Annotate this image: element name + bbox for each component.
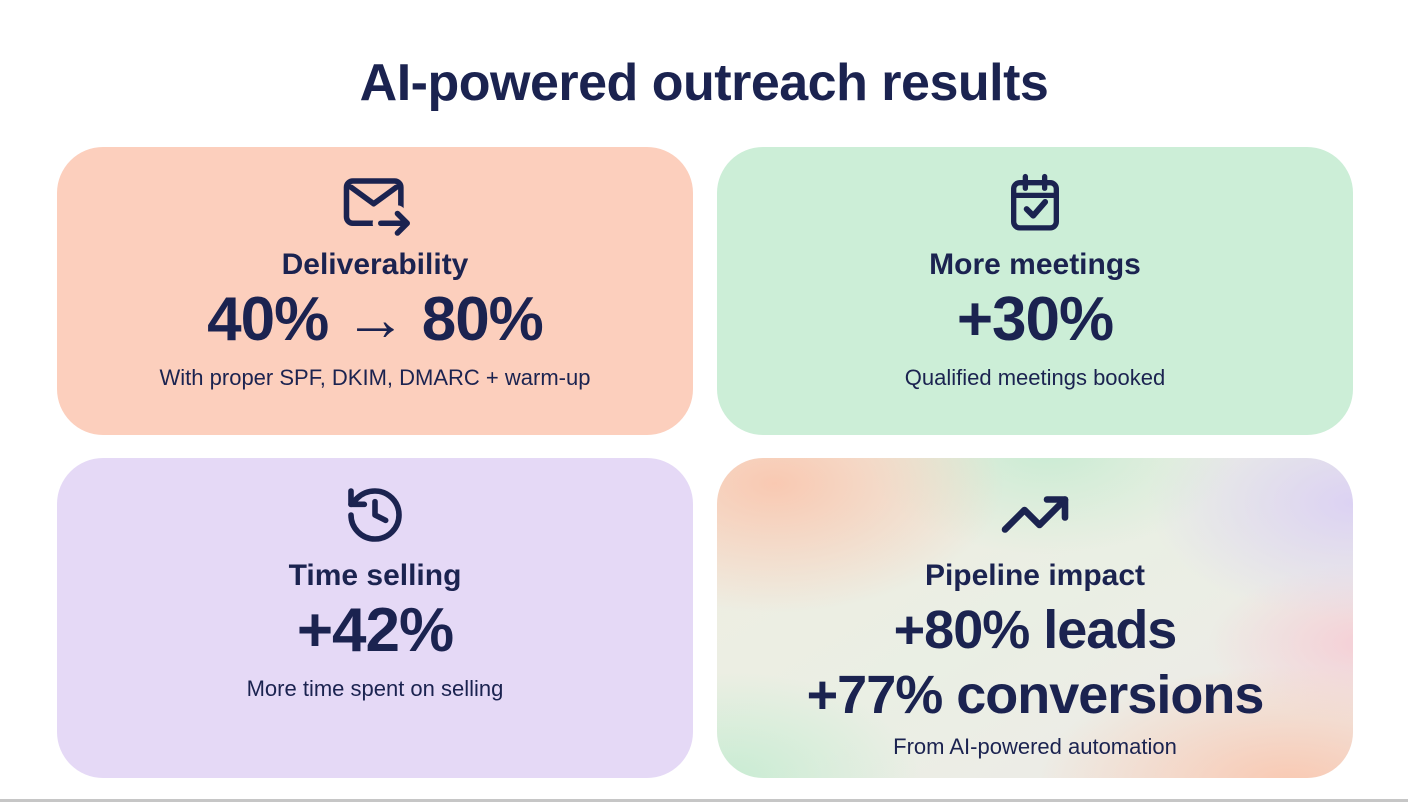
card-title: Deliverability	[281, 247, 469, 281]
stat-value: 40% → 80%	[207, 284, 544, 354]
stat-caption: From AI-powered automation	[893, 734, 1177, 760]
results-grid: Deliverability 40% → 80% With proper SPF…	[57, 146, 1353, 778]
stat-caption: More time spent on selling	[246, 675, 504, 701]
bottom-divider	[0, 798, 1408, 802]
card-deliverability: Deliverability 40% → 80% With proper SPF…	[57, 146, 693, 435]
email-send-icon	[336, 171, 414, 237]
stat-value-leads: +80% leads	[893, 599, 1178, 660]
trending-up-icon	[999, 482, 1071, 548]
stat-value-conversions: +77% conversions	[806, 664, 1265, 725]
card-more-meetings: More meetings +30% Qualified meetings bo…	[717, 146, 1353, 435]
calendar-check-icon	[1004, 171, 1066, 237]
card-title: More meetings	[929, 247, 1141, 281]
card-pipeline-impact: Pipeline impact +80% leads +77% conversi…	[717, 458, 1353, 778]
stat-caption: Qualified meetings booked	[904, 364, 1166, 390]
card-title: Pipeline impact	[924, 558, 1146, 592]
stat-value: +30%	[956, 284, 1114, 354]
page-title: AI-powered outreach results	[359, 53, 1049, 112]
stat-value: +42%	[296, 595, 454, 665]
card-title: Time selling	[288, 558, 462, 592]
stat-caption: With proper SPF, DKIM, DMARC + warm-up	[159, 364, 591, 390]
clock-history-icon	[343, 482, 407, 548]
card-time-selling: Time selling +42% More time spent on sel…	[57, 457, 693, 778]
